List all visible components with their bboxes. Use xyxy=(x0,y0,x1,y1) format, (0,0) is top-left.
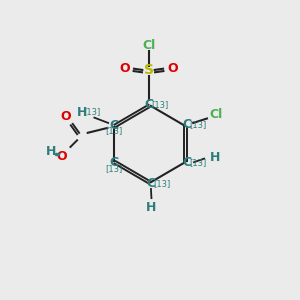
Text: C: C xyxy=(182,118,191,131)
Text: [13]: [13] xyxy=(83,107,101,116)
Text: C: C xyxy=(109,156,118,169)
Text: [13]: [13] xyxy=(151,100,168,109)
Text: [13]: [13] xyxy=(105,164,122,172)
Text: O: O xyxy=(167,62,178,75)
Text: [13]: [13] xyxy=(189,158,206,167)
Text: [13]: [13] xyxy=(105,127,122,136)
Text: S: S xyxy=(143,63,154,77)
Text: O: O xyxy=(56,150,67,163)
Text: C: C xyxy=(182,156,191,169)
Text: H: H xyxy=(146,202,157,214)
Text: C: C xyxy=(146,177,155,190)
Text: [13]: [13] xyxy=(189,120,206,129)
Text: Cl: Cl xyxy=(210,108,223,121)
Text: C: C xyxy=(109,119,118,132)
Text: [13]: [13] xyxy=(153,179,170,188)
Text: O: O xyxy=(60,110,70,123)
Text: C: C xyxy=(144,98,153,111)
Text: H: H xyxy=(210,151,220,164)
Text: H: H xyxy=(46,145,56,158)
Text: Cl: Cl xyxy=(142,39,155,52)
Text: H: H xyxy=(76,106,87,119)
Text: O: O xyxy=(119,62,130,75)
